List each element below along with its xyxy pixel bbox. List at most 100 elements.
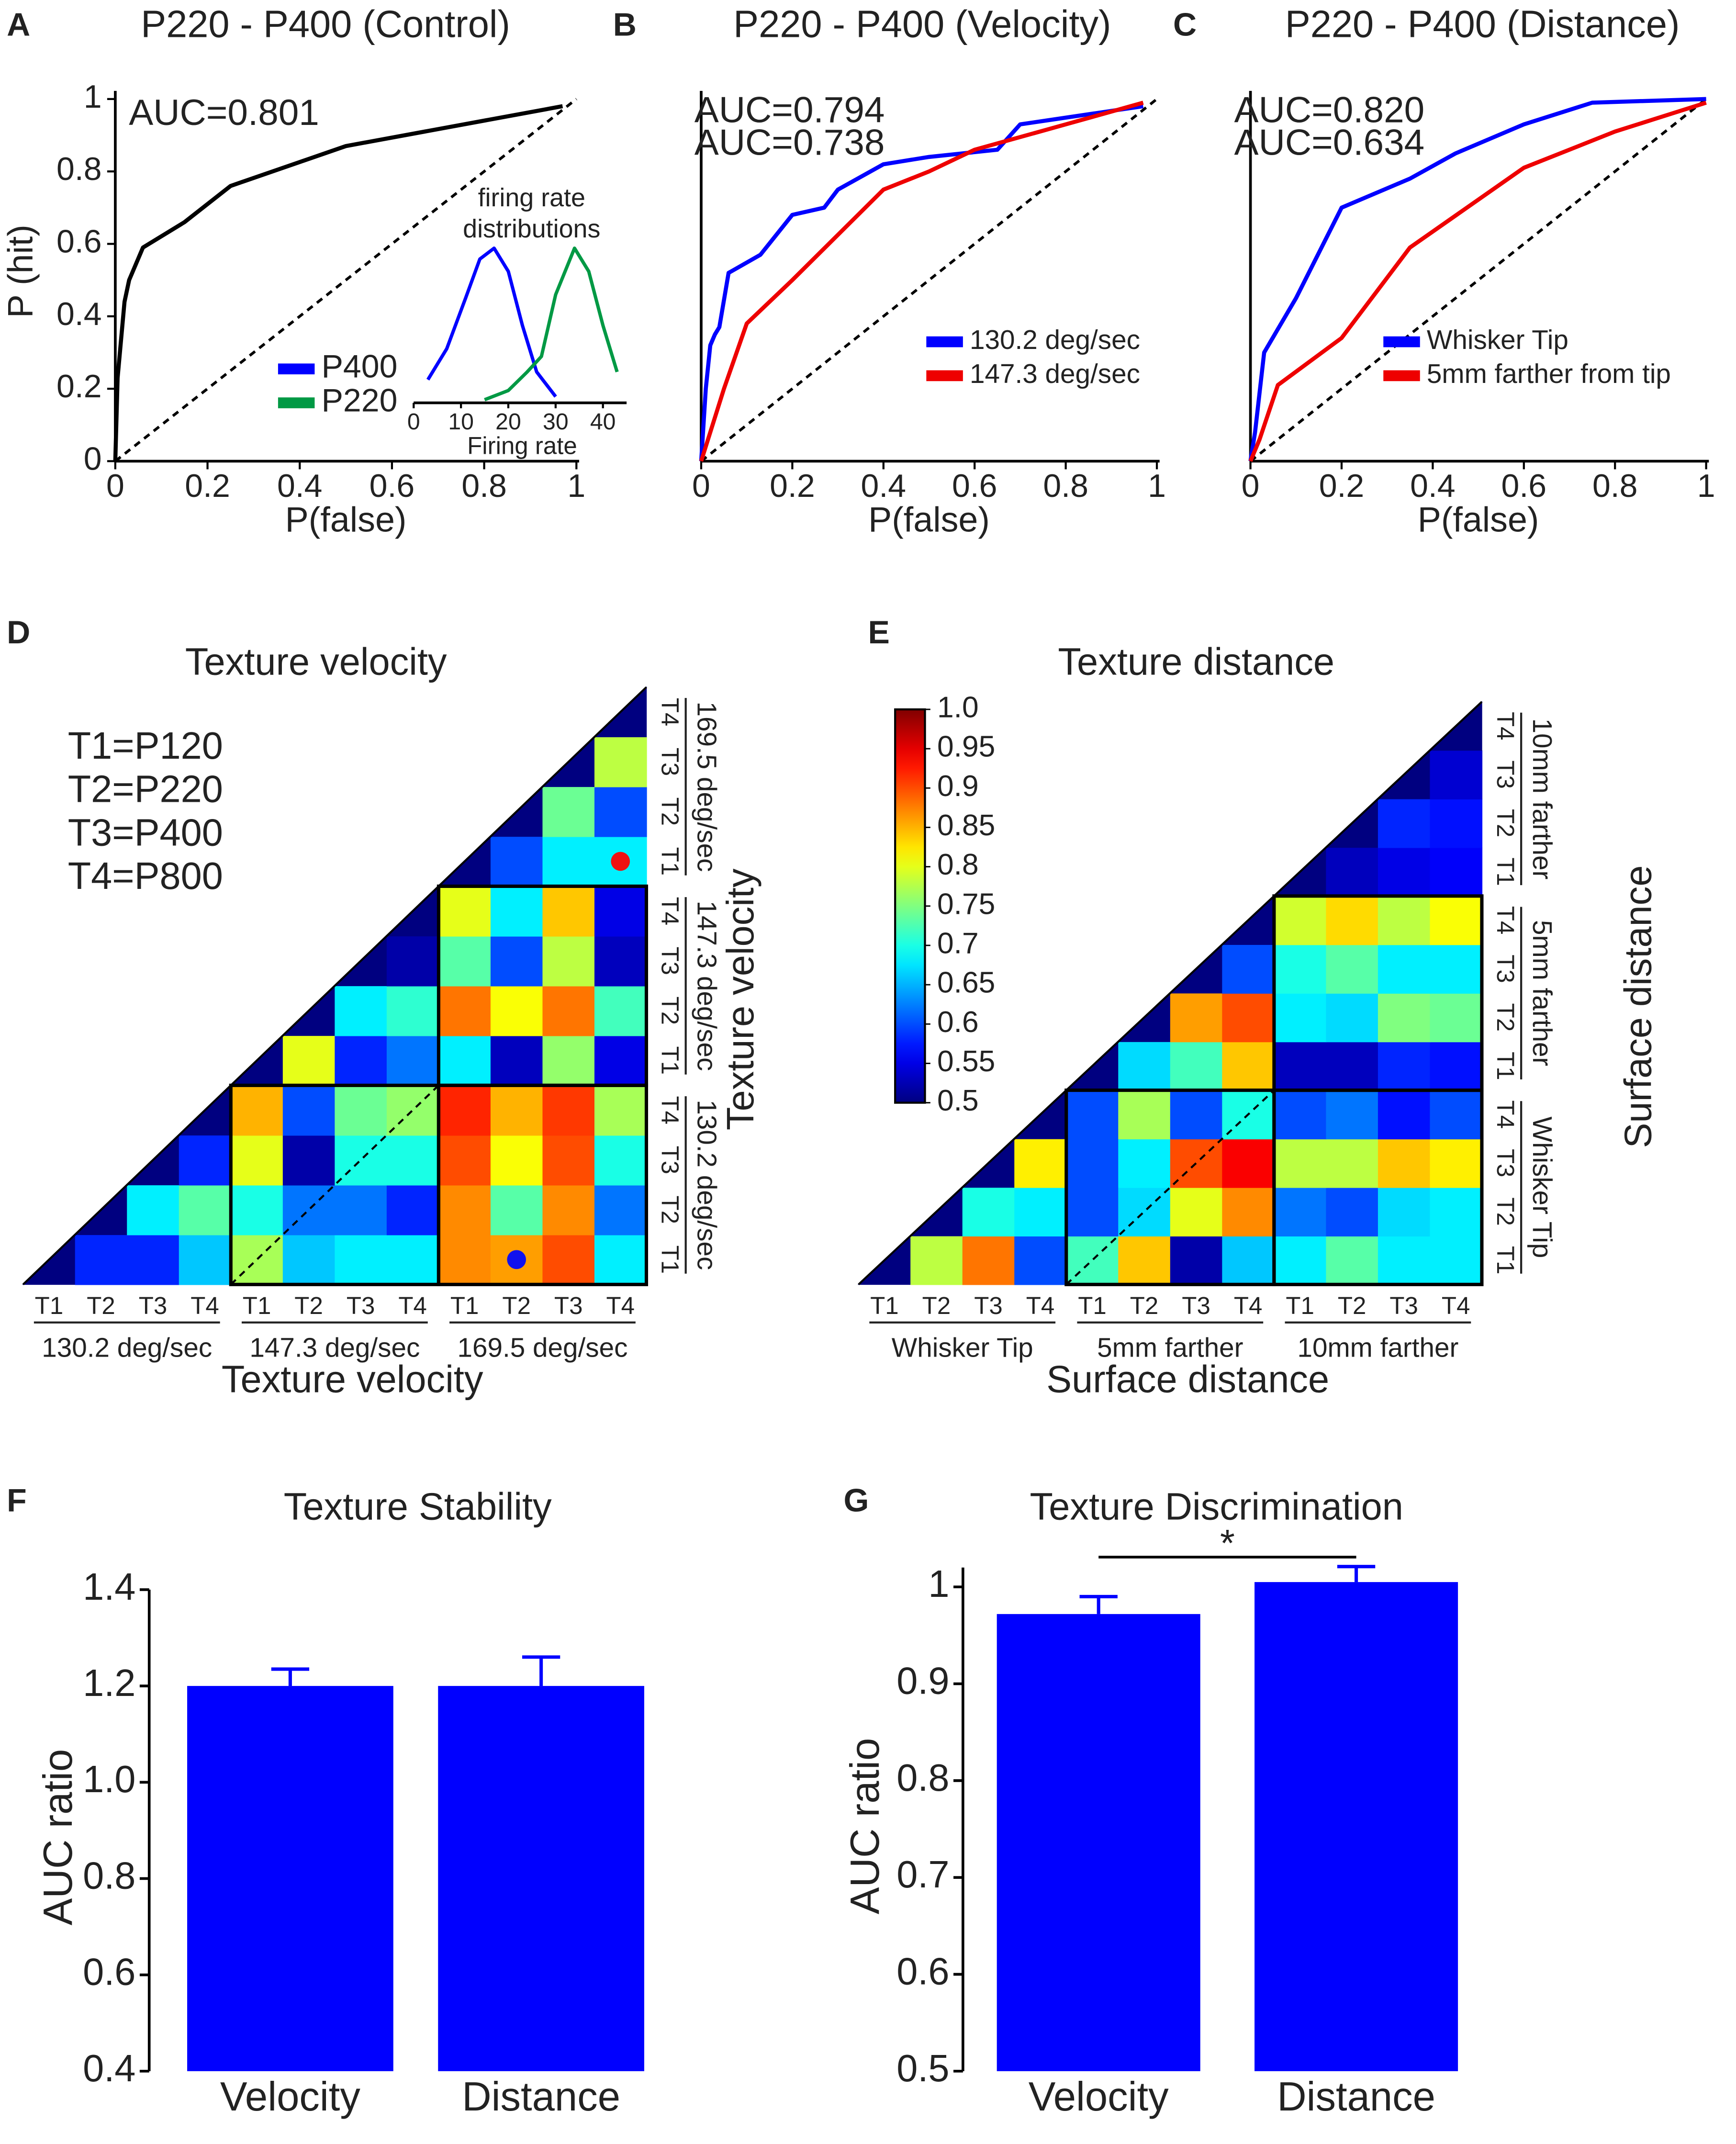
annotation: AUC=0.801 — [129, 92, 319, 133]
heat-cell — [962, 1187, 1015, 1237]
x-tick-label: 1 — [1697, 468, 1715, 504]
heat-cell — [438, 936, 492, 987]
heat-cell — [490, 1135, 543, 1186]
heat-cell — [1378, 896, 1431, 945]
y-tick-label: 0.4 — [83, 2047, 135, 2089]
heat-cell — [490, 936, 543, 987]
heat-cell — [1222, 1042, 1275, 1091]
y-tick-label: T1 — [1492, 1052, 1519, 1080]
inset-title: distributions — [463, 214, 600, 243]
x-tick-label: 0.4 — [1410, 468, 1456, 504]
heat-cell — [386, 986, 439, 1036]
x-tick-label: T4 — [1442, 1292, 1470, 1319]
heat-cell — [594, 786, 647, 837]
y-tick-label: T3 — [656, 947, 683, 976]
chart-title: Texture Discrimination — [1030, 1485, 1403, 1528]
heat-cell — [1326, 1187, 1379, 1237]
x-tick-label: 0.4 — [861, 468, 907, 504]
chart-title: Texture distance — [1058, 640, 1334, 683]
heat-cell — [1170, 1042, 1223, 1091]
x-tick-label: T1 — [1286, 1292, 1314, 1319]
y-tick-label: T4 — [656, 698, 683, 727]
x-tick-label: T4 — [190, 1292, 219, 1319]
heat-cell — [542, 936, 595, 987]
heat-cell — [1014, 1187, 1067, 1237]
heat-cell — [335, 1185, 388, 1235]
heat-cell — [594, 1085, 647, 1136]
heat-cell — [282, 1185, 336, 1235]
heat-cell — [386, 1185, 439, 1235]
heat-cell — [231, 1235, 283, 1285]
y-tick-label: 0.8 — [56, 151, 102, 187]
heat-cell — [1170, 1187, 1223, 1237]
heat-cell — [1430, 1090, 1483, 1140]
heat-cell — [542, 1235, 595, 1285]
x-axis-label: Surface distance — [1046, 1358, 1329, 1400]
y-tick-label: T1 — [656, 847, 683, 876]
heat-cell — [1430, 1235, 1483, 1285]
heat-cell — [594, 1035, 647, 1086]
heat-cell — [231, 1085, 283, 1136]
heat-cell — [1378, 798, 1431, 848]
heat-cell — [1430, 1139, 1483, 1188]
heat-cell — [1170, 993, 1223, 1043]
x-tick-label: T1 — [1078, 1292, 1107, 1319]
y-tick-label: T2 — [1492, 1003, 1519, 1032]
y-tick-label: T3 — [1492, 1149, 1519, 1178]
x-tick-label: 0.8 — [461, 468, 507, 504]
heat-cell — [1326, 993, 1379, 1043]
x-group-label: Whisker Tip — [892, 1333, 1033, 1363]
heat-cell — [127, 1235, 179, 1285]
x-tick-label: 0.2 — [1319, 468, 1365, 504]
heat-cell — [335, 986, 388, 1036]
y-tick-label: T4 — [1492, 712, 1519, 741]
x-tick-label: T2 — [1338, 1292, 1366, 1319]
heat-cell — [335, 1085, 388, 1136]
heat-cell — [1222, 944, 1275, 994]
y-group-label: 147.3 deg/sec — [691, 900, 721, 1071]
heat-cell — [1378, 1090, 1431, 1140]
heat-cell — [1430, 798, 1483, 848]
y-tick-label: 1.0 — [83, 1758, 135, 1800]
chart-title: P220 - P400 (Velocity) — [733, 3, 1111, 45]
x-tick-label: T1 — [870, 1292, 899, 1319]
legend-swatch — [278, 363, 315, 375]
y-tick-label: T4 — [656, 1096, 683, 1125]
diagonal — [858, 701, 1483, 1285]
y-group-label: 169.5 deg/sec — [691, 701, 721, 872]
x-tick-label: T3 — [1389, 1292, 1418, 1319]
x-tick-label: 20 — [495, 409, 521, 435]
colorbar-label: 0.75 — [937, 887, 995, 920]
heat-cell — [231, 1135, 283, 1186]
annotation: AUC=0.820 — [1234, 90, 1425, 130]
heat-cell — [127, 1185, 179, 1235]
y-axis-label: P (hit) — [0, 225, 40, 318]
y-tick-label: 1 — [84, 79, 102, 115]
x-tick-label: 0 — [692, 468, 710, 504]
x-group-label: 147.3 deg/sec — [249, 1333, 420, 1363]
heat-cell — [1430, 1187, 1483, 1237]
y-axis-label: AUC ratio — [35, 1749, 81, 1925]
heat-cell — [490, 986, 543, 1036]
heat-cell — [438, 1135, 492, 1186]
heat-cell — [1170, 1235, 1223, 1285]
heat-cell — [1274, 1090, 1327, 1140]
x-tick-label: 30 — [543, 409, 569, 435]
x-tick-label: T1 — [35, 1292, 64, 1319]
x-tick-label: 0 — [407, 409, 420, 435]
chart-title: P220 - P400 (Control) — [141, 3, 510, 45]
y-tick-label: 0.6 — [83, 1951, 135, 1993]
y-tick-label: T3 — [1492, 954, 1519, 983]
x-tick-label: 0.6 — [370, 468, 415, 504]
y-group-label: 5mm farther — [1527, 920, 1557, 1066]
bar — [187, 1686, 393, 2071]
legend-label: P220 — [322, 382, 398, 419]
heat-cell — [594, 1235, 647, 1285]
heat-cell — [1326, 1139, 1379, 1188]
panel-label: F — [7, 1482, 27, 1519]
x-tick-label: T2 — [1130, 1292, 1159, 1319]
x-tick-label: T3 — [347, 1292, 375, 1319]
heat-cell — [490, 836, 543, 887]
heat-cell — [1274, 944, 1327, 994]
